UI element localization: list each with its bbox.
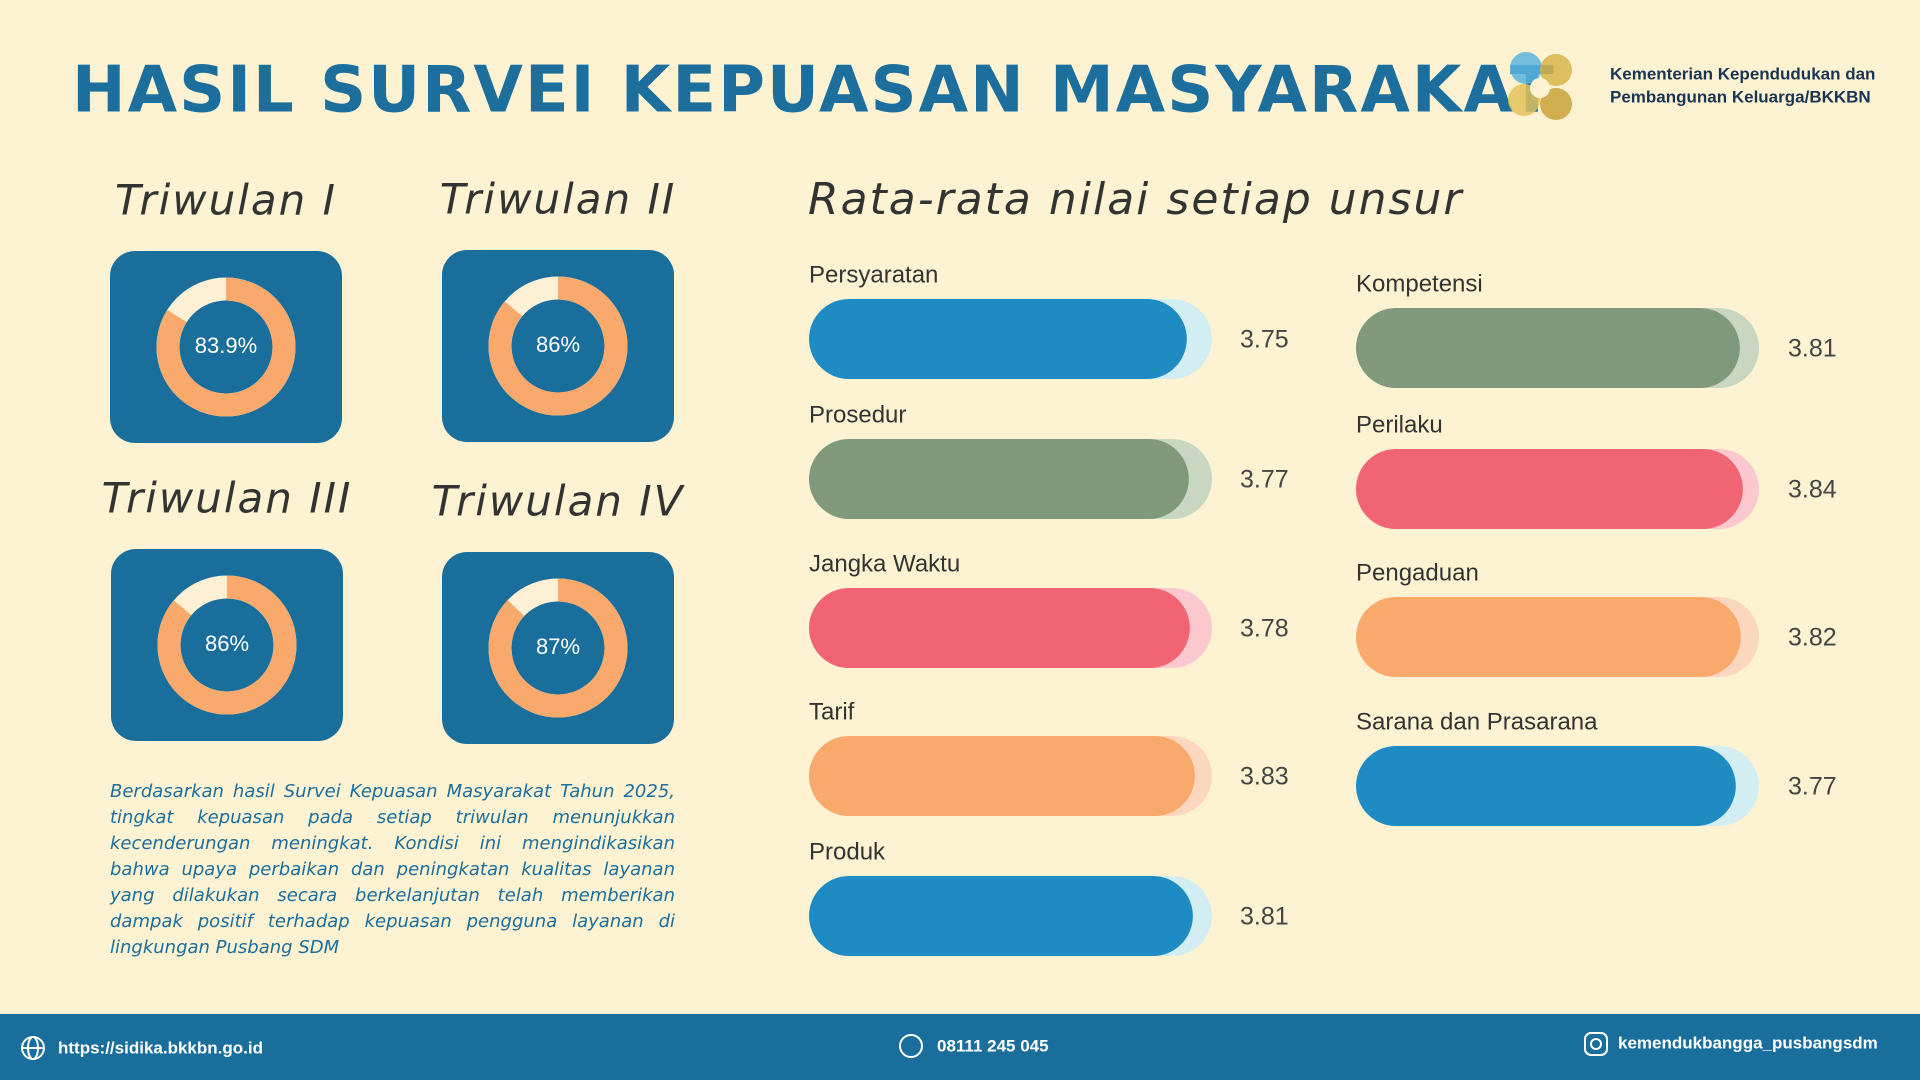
donut-title: Triwulan III — [102, 474, 353, 523]
category-label: Produk — [809, 838, 886, 865]
donut-label: 86% — [205, 631, 249, 656]
donut-title: Triwulan IV — [432, 477, 686, 526]
donut-arc — [156, 277, 296, 417]
bar — [1356, 308, 1740, 388]
value-label: 3.81 — [1788, 335, 1837, 363]
donut-panel — [442, 250, 674, 442]
description: Berdasarkan hasil Survei Kepuasan Masyar… — [110, 781, 675, 958]
donut-arc — [157, 575, 297, 715]
value-label: 3.81 — [1240, 903, 1289, 931]
category-label: Pengaduan — [1356, 559, 1479, 586]
bar — [1356, 746, 1736, 826]
footer-website: https://sidika.bkkbn.go.id — [58, 1038, 263, 1057]
bar — [809, 299, 1187, 379]
donut-label: 83.9% — [195, 333, 257, 358]
value-label: 3.82 — [1788, 624, 1837, 652]
chart-title: Rata-rata nilai setiap unsur — [808, 174, 1464, 225]
value-label: 3.84 — [1788, 476, 1837, 504]
footer-instagram: kemendukbangga_pusbangsdm — [1618, 1033, 1878, 1052]
logo — [1508, 52, 1572, 120]
donut-label: 86% — [536, 332, 580, 357]
category-label: Persyaratan — [809, 261, 938, 288]
phone-icon — [899, 1034, 923, 1058]
instagram-icon — [1584, 1032, 1608, 1056]
org-name: Pembangunan Keluarga/BKKBN — [1610, 87, 1871, 106]
category-label: Prosedur — [809, 401, 906, 428]
donut-arc — [488, 578, 628, 718]
category-label: Sarana dan Prasarana — [1356, 708, 1598, 735]
page-title: HASIL SURVEI KEPUASAN MASYARAKAT — [72, 54, 1556, 128]
donut-panel — [110, 251, 342, 443]
org-name: Kementerian Kependudukan dan — [1610, 64, 1875, 83]
bar — [809, 439, 1189, 519]
bar — [809, 876, 1193, 956]
donut-panel — [442, 552, 674, 744]
donut-panel — [111, 549, 343, 741]
value-label: 3.75 — [1240, 326, 1289, 354]
value-label: 3.78 — [1240, 615, 1289, 643]
bar — [1356, 449, 1743, 529]
category-label: Kompetensi — [1356, 270, 1483, 297]
bar — [1356, 597, 1741, 677]
category-label: Perilaku — [1356, 411, 1443, 438]
globe-icon — [21, 1036, 45, 1060]
donut-label: 87% — [536, 634, 580, 659]
category-label: Jangka Waktu — [809, 550, 960, 577]
value-label: 3.77 — [1240, 466, 1289, 494]
value-label: 3.83 — [1240, 763, 1289, 791]
donut-title: Triwulan I — [115, 176, 337, 225]
bar — [809, 588, 1190, 668]
bar — [809, 736, 1195, 816]
category-label: Tarif — [809, 698, 855, 725]
value-label: 3.77 — [1788, 773, 1837, 801]
donut-title: Triwulan II — [440, 175, 676, 224]
footer-phone: 08111 245 045 — [937, 1036, 1049, 1055]
donut-arc — [488, 276, 628, 416]
